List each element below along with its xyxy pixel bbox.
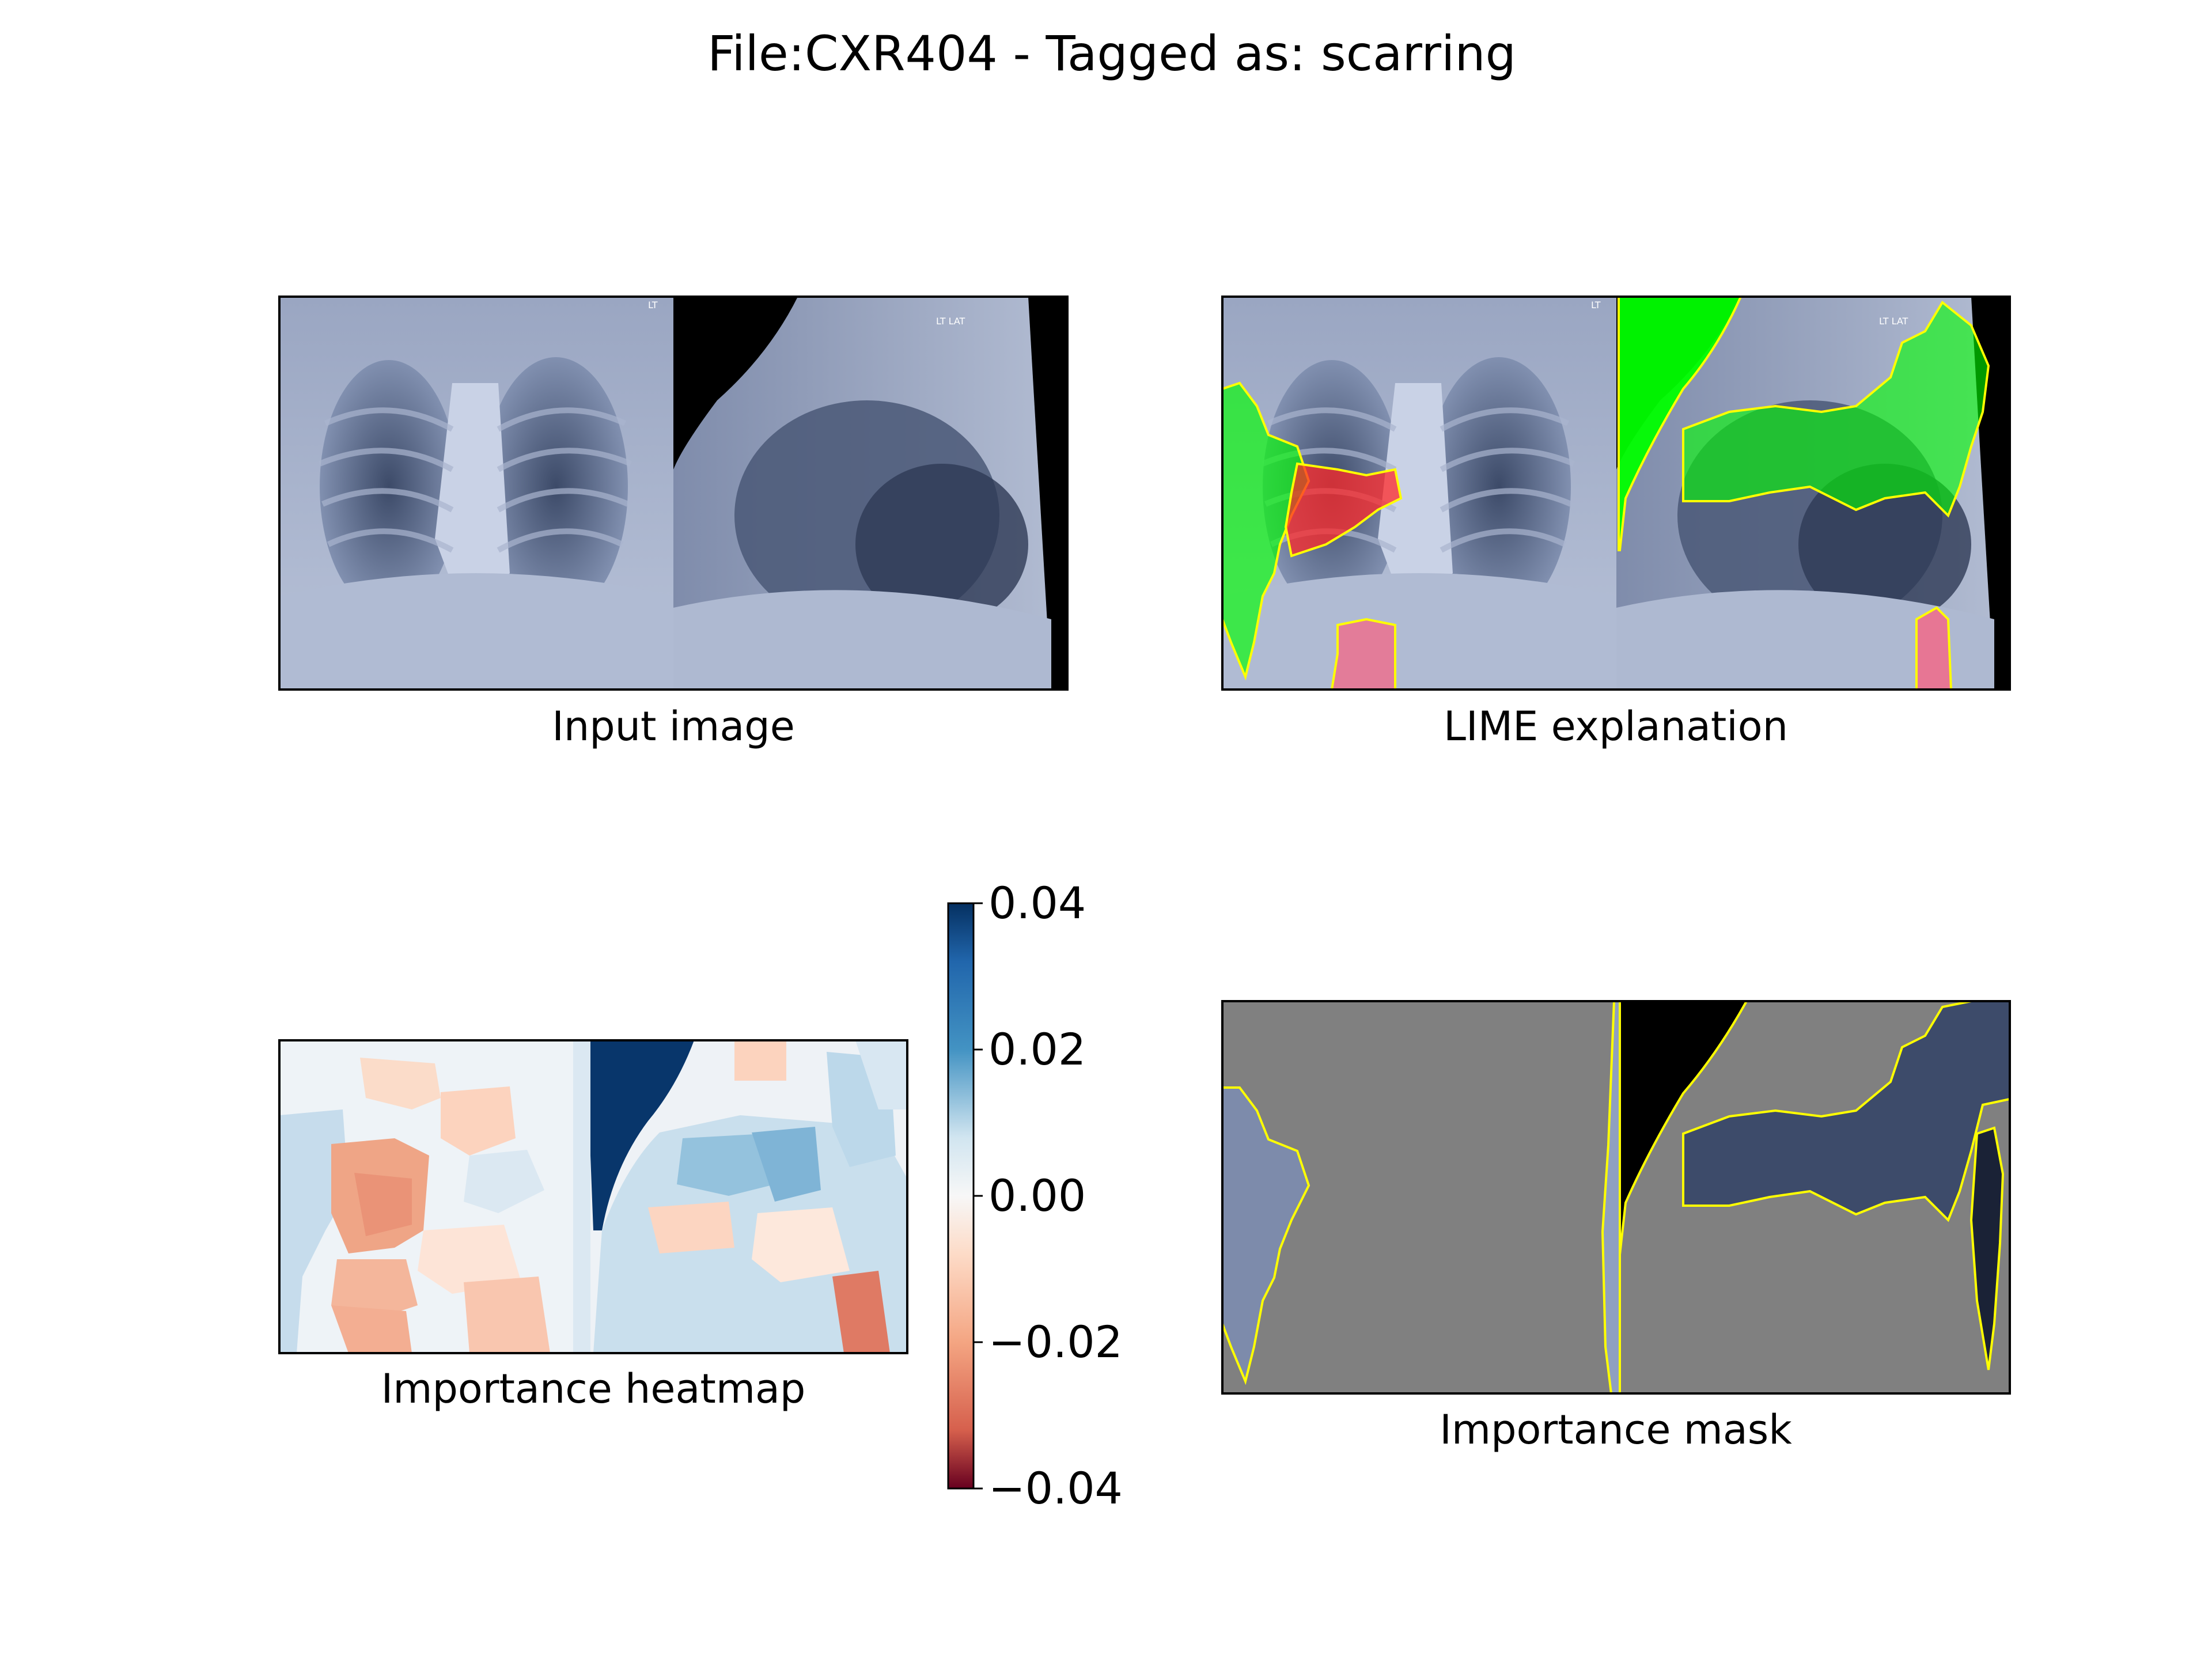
colorbar: 0.04 0.02 0.00 −0.02 −0.04: [947, 877, 1123, 1514]
lime-positive-region-lateral: [1682, 301, 1990, 518]
importance-mask-caption: Importance mask: [1440, 1406, 1792, 1453]
lime-negative-region: [1284, 462, 1403, 558]
colorbar-tick-label: 0.02: [988, 1024, 1086, 1075]
lime-positive-region: [1222, 381, 1310, 681]
lime-explanation-panel: LIME explanation: [1221, 296, 2011, 750]
colorbar-tick-label: −0.02: [988, 1316, 1123, 1368]
heatmap-image: [279, 1040, 907, 1353]
mask-region-lateral: [1682, 1001, 2010, 1222]
importance-mask-panel: Importance mask: [1221, 1000, 2011, 1453]
colorbar-ticks: 0.04 0.02 0.00 −0.02 −0.04: [974, 877, 1123, 1514]
input-image-caption: Input image: [552, 703, 795, 750]
lime-explanation-caption: LIME explanation: [1444, 703, 1788, 750]
colorbar-tick-label: 0.00: [988, 1170, 1086, 1221]
mask-region-lateral-dark: [1619, 1001, 1748, 1255]
importance-heatmap-panel: Importance heatmap: [278, 1039, 908, 1412]
lime-negative-region-lateral: [1915, 606, 1953, 690]
heatmap-caption: Importance heatmap: [381, 1365, 806, 1412]
lime-negative-region-lower: [1330, 618, 1396, 690]
mask-region-lateral-edge: [1969, 1126, 2005, 1370]
mask-region-frontal: [1222, 1086, 1310, 1385]
input-image-panel: Input image: [278, 296, 1069, 750]
colorbar-tick-label: 0.04: [988, 877, 1086, 929]
figure-title: File:CXR404 - Tagged as: scarring: [707, 25, 1516, 82]
colorbar-tick-label: −0.04: [988, 1463, 1123, 1514]
input-xray-image: [279, 297, 1067, 690]
lime-positive-region-lateral-top: [1618, 297, 1743, 551]
colorbar-gradient: [947, 902, 975, 1490]
